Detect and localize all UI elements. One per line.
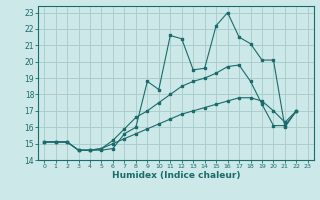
X-axis label: Humidex (Indice chaleur): Humidex (Indice chaleur) <box>112 171 240 180</box>
